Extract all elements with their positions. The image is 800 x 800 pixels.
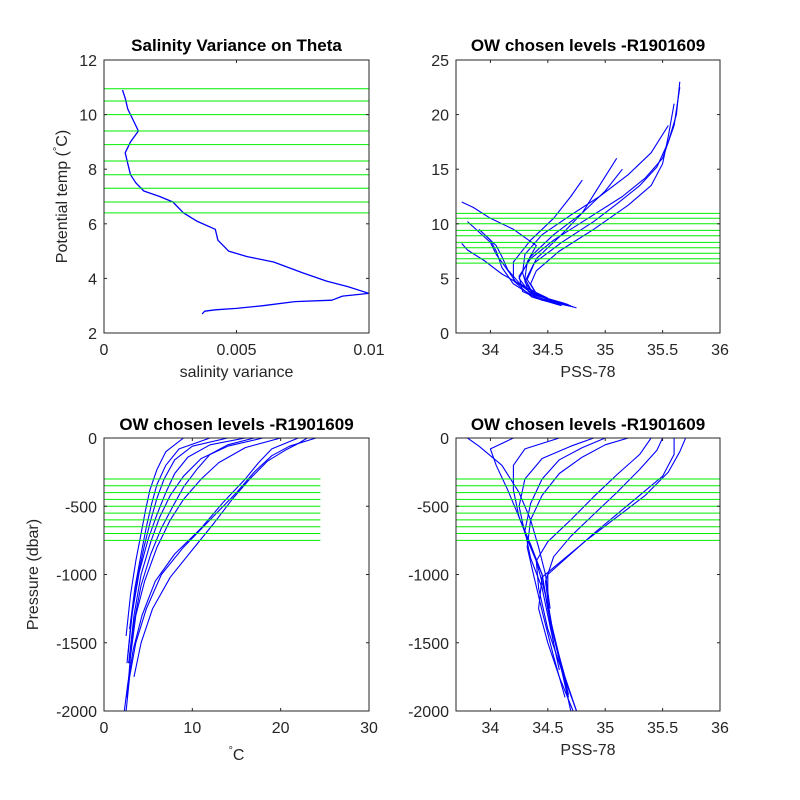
- y-tick-label: 0: [88, 431, 97, 448]
- y-tick-label: 8: [88, 162, 97, 179]
- y-tick-label: -1500: [56, 636, 97, 653]
- x-tick-label: 36: [711, 342, 729, 359]
- x-tick-label: 35.5: [647, 342, 678, 359]
- y-tick-label: 25: [431, 53, 449, 70]
- y-tick-label: 6: [88, 217, 97, 234]
- x-tick-label: 36: [711, 720, 729, 737]
- x-axis-label: salinity variance: [180, 364, 294, 381]
- chart-title: OW chosen levels -R1901609: [471, 415, 705, 434]
- ticks-layer: 0 0.005 0.01 2 4 6 8 10 12: [79, 53, 384, 359]
- y-axis-label: Potential temp (°C): [52, 130, 71, 263]
- profile-line-7: [129, 438, 211, 630]
- y-tick-label: -500: [65, 499, 97, 516]
- y-tick-label: -500: [417, 499, 449, 516]
- y-axis-label-part: C): [54, 130, 71, 147]
- y-tick-label: 10: [431, 217, 449, 234]
- profile-line-7: [512, 179, 583, 307]
- x-tick-label: 34.5: [532, 720, 563, 737]
- variance-line: [121, 89, 369, 315]
- y-axis-label-degree: °: [52, 147, 64, 151]
- profile-line-9: [133, 438, 308, 678]
- chart-title: Salinity Variance on Theta: [131, 36, 342, 55]
- y-tick-label: 4: [88, 271, 97, 288]
- x-tick-label: 34: [482, 720, 500, 737]
- x-tick-label: 0: [100, 720, 109, 737]
- profile-line-2: [123, 438, 299, 711]
- profile-line-2: [518, 87, 681, 308]
- levels-layer: [456, 212, 720, 264]
- x-axis-label: °C: [229, 745, 245, 764]
- x-tick-label: 35: [596, 720, 614, 737]
- panel-pressure-salinity: 34 34.5 35 35.5 36 -2000 -1500 -1000 -500 0 OW ch…: [408, 415, 729, 759]
- ticks-layer: 0 10 20 30 -2000 -1500 -1000 -500 0: [56, 431, 378, 737]
- profile-line-6: [489, 438, 555, 643]
- x-tick-label: 20: [272, 720, 290, 737]
- y-tick-label: 15: [431, 162, 449, 179]
- profile-line-7: [524, 438, 606, 671]
- x-tick-label: 0.01: [353, 342, 384, 359]
- y-tick-label: -1500: [408, 636, 449, 653]
- y-tick-label: 0: [440, 431, 449, 448]
- x-axis-label-part: C: [233, 747, 245, 764]
- x-tick-label: 10: [183, 720, 201, 737]
- y-axis-label-part: Potential temp (: [54, 150, 71, 263]
- y-tick-label: -2000: [56, 704, 97, 721]
- x-tick-label: 30: [360, 720, 378, 737]
- chart-title: OW chosen levels -R1901609: [119, 415, 353, 434]
- y-tick-label: -2000: [408, 704, 449, 721]
- profile-line-11: [524, 81, 681, 306]
- x-tick-label: 34: [482, 342, 500, 359]
- panel-theta-salinity: 34 34.5 35 35.5 36 0 5 10 15 20 25 OW chosen level…: [431, 36, 729, 381]
- panel-pressure-temperature: 0 10 20 30 -2000 -1500 -1000 -500 0 OW chosen le…: [25, 415, 378, 764]
- x-axis-label: PSS-78: [560, 742, 615, 759]
- y-tick-label: 5: [440, 271, 449, 288]
- profile-line-9: [461, 201, 549, 301]
- levels-layer: [104, 88, 369, 214]
- x-axis-label: PSS-78: [560, 364, 615, 381]
- profile-line-6: [126, 438, 228, 664]
- profile-line-2: [538, 438, 687, 711]
- profile-line-10: [544, 438, 664, 695]
- axes-box: [455, 59, 721, 334]
- y-tick-label: -1000: [408, 568, 449, 585]
- chart-title: OW chosen levels -R1901609: [471, 36, 705, 55]
- panel-salinity-variance: 0 0.005 0.01 2 4 6 8 10 12 Salinity Variance on …: [52, 36, 385, 381]
- profile-line-3: [535, 438, 652, 711]
- ticks-layer: 34 34.5 35 35.5 36 -2000 -1500 -1000 -500 0: [408, 431, 729, 737]
- x-axis-label-degree: °: [229, 745, 233, 757]
- x-tick-label: 34.5: [532, 342, 563, 359]
- y-tick-label: 20: [431, 108, 449, 125]
- y-tick-label: -1000: [56, 568, 97, 585]
- profile-line-12: [461, 243, 549, 299]
- ticks-layer: 34 34.5 35 35.5 36 0 5 10 15 20 25: [431, 53, 729, 359]
- profile-line-8: [125, 438, 184, 636]
- x-tick-label: 0.005: [216, 342, 256, 359]
- y-axis-label: Pressure (dbar): [25, 519, 42, 630]
- x-tick-label: 0: [100, 342, 109, 359]
- x-tick-label: 35.5: [647, 720, 678, 737]
- series-layer: [121, 89, 369, 315]
- x-tick-label: 35: [596, 342, 614, 359]
- y-tick-label: 10: [79, 108, 97, 125]
- y-tick-label: 2: [88, 326, 97, 343]
- levels-layer: [104, 478, 321, 541]
- y-tick-label: 0: [440, 326, 449, 343]
- y-tick-label: 12: [79, 53, 97, 70]
- levels-layer: [456, 478, 720, 541]
